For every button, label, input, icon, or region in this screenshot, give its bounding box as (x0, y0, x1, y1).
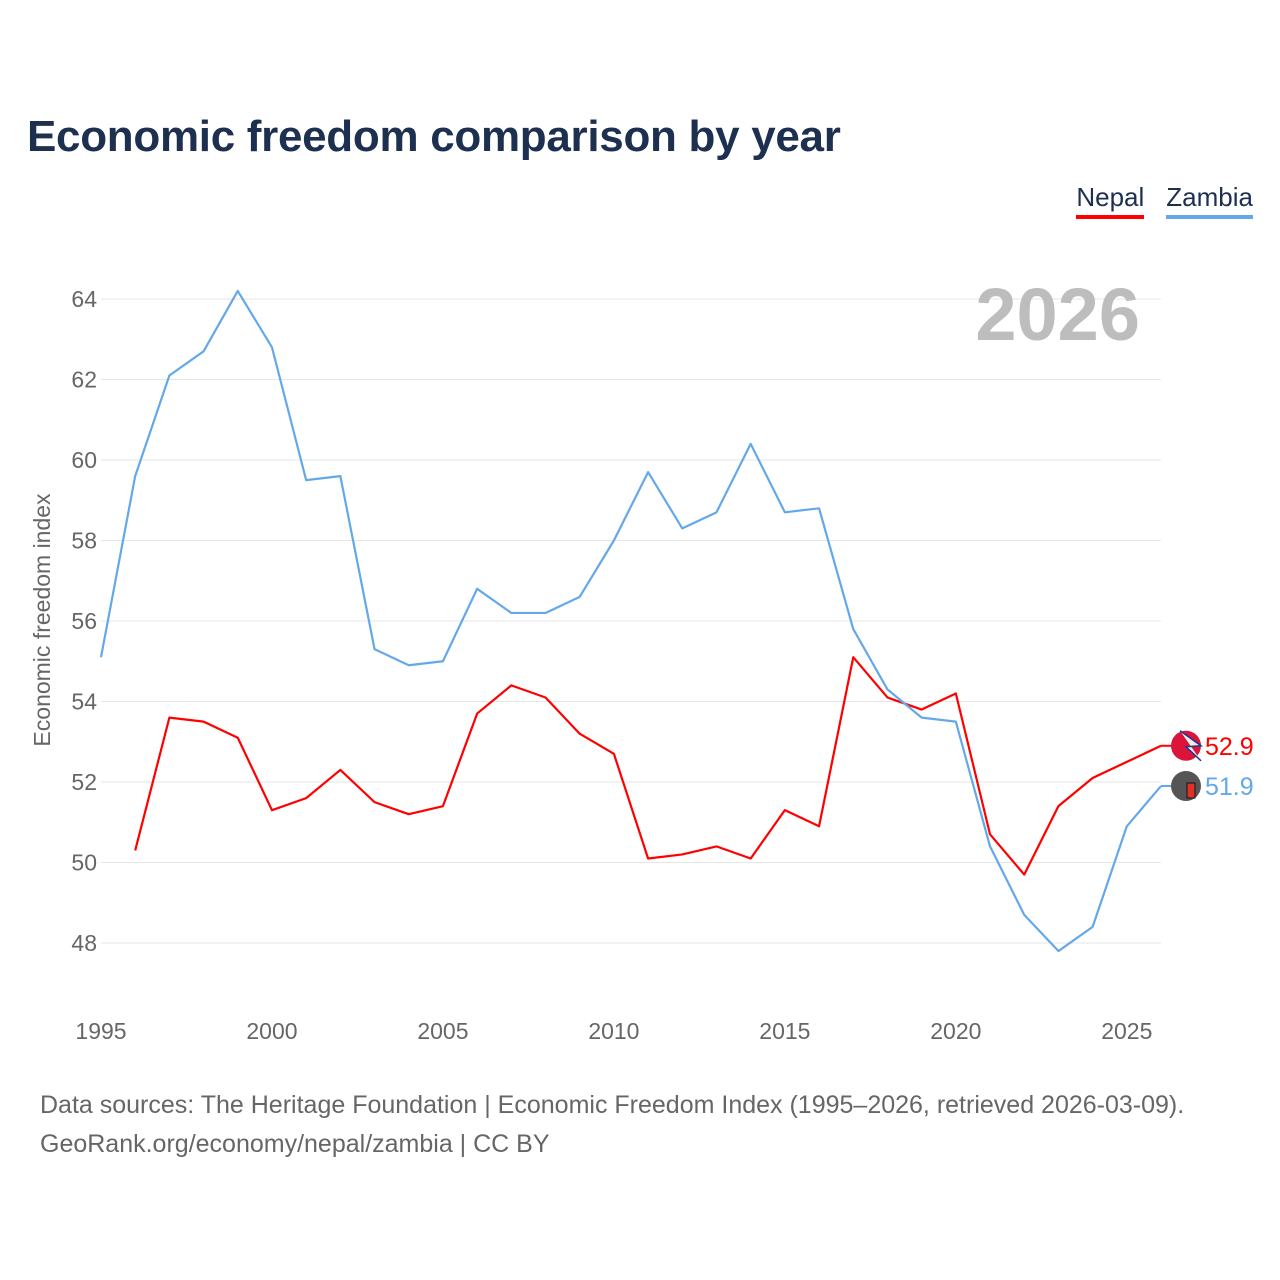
end-value-label: 52.9 (1205, 733, 1254, 761)
x-tick-label: 2010 (588, 1018, 639, 1044)
chart-title: Economic freedom comparison by year (27, 112, 841, 161)
x-tick-label: 2000 (246, 1018, 297, 1044)
y-tick-label: 54 (71, 689, 97, 715)
legend: Nepal Zambia (1076, 182, 1253, 219)
y-axis-label: Economic freedom index (29, 493, 55, 747)
x-tick-label: 2015 (759, 1018, 810, 1044)
x-tick-label: 2025 (1101, 1018, 1152, 1044)
source-note: Data sources: The Heritage Foundation | … (40, 1086, 1184, 1164)
y-tick-label: 52 (71, 769, 97, 795)
flag-detail (1186, 782, 1196, 799)
series-line-zambia (99, 289, 1162, 953)
x-tick-label: 2020 (930, 1018, 981, 1044)
end-value-label: 51.9 (1205, 773, 1254, 801)
x-tick-label: 1995 (75, 1018, 126, 1044)
x-tick-label: 2005 (417, 1018, 468, 1044)
legend-item-zambia[interactable]: Zambia (1166, 182, 1253, 219)
y-tick-label: 64 (71, 286, 97, 312)
flag-detail (1179, 730, 1204, 762)
y-tick-label: 58 (71, 528, 97, 554)
legend-item-nepal[interactable]: Nepal (1076, 182, 1145, 219)
y-tick-label: 62 (71, 367, 97, 393)
y-tick-label: 48 (71, 930, 97, 956)
y-tick-label: 60 (71, 447, 97, 473)
y-tick-label: 50 (71, 850, 97, 876)
source-line-1: Data sources: The Heritage Foundation | … (40, 1091, 1185, 1119)
year-watermark: 2026 (975, 273, 1140, 356)
y-tick-label: 56 (71, 608, 97, 634)
source-line-2[interactable]: GeoRank.org/economy/nepal/zambia | CC BY (40, 1130, 550, 1158)
flag-icon-zambia (1171, 771, 1201, 802)
series-line-nepal (134, 656, 1162, 876)
